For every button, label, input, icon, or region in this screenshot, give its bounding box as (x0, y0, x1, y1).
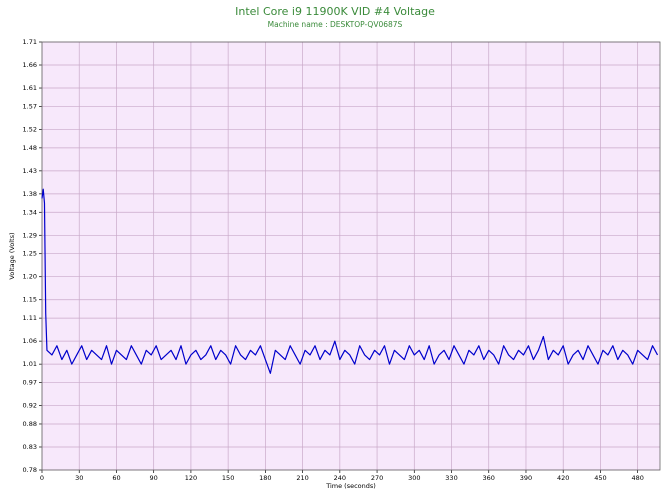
x-tick-label: 120 (185, 474, 197, 482)
x-tick-label: 0 (40, 474, 44, 482)
x-tick-label: 390 (520, 474, 532, 482)
y-tick-label: 0.78 (23, 466, 37, 474)
x-tick-label: 150 (222, 474, 234, 482)
x-tick-label: 450 (594, 474, 606, 482)
y-tick-label: 1.11 (23, 314, 37, 322)
plot-border (41, 41, 661, 471)
y-tick-label: 1.38 (23, 190, 37, 198)
x-tick-label: 240 (334, 474, 346, 482)
x-tick-label: 360 (483, 474, 495, 482)
y-tick-label: 0.83 (23, 443, 37, 451)
x-axis-label: Time (seconds) (325, 482, 376, 490)
chart-title: Intel Core i9 11900K VID #4 Voltage (235, 5, 435, 18)
chart-subtitle: Machine name : DESKTOP-QV0687S (268, 20, 403, 29)
x-tick-label: 180 (259, 474, 271, 482)
y-tick-label: 1.01 (23, 360, 37, 368)
y-axis-label: Voltage (Volts) (8, 232, 16, 279)
y-tick-label: 1.71 (23, 38, 37, 46)
y-tick-label: 1.43 (23, 167, 37, 175)
x-tick-label: 30 (75, 474, 83, 482)
y-tick-label: 1.66 (23, 61, 37, 69)
x-tick-label: 60 (112, 474, 120, 482)
y-tick-label: 1.15 (23, 296, 37, 304)
data-line (41, 188, 659, 374)
y-tick-label: 0.88 (23, 420, 37, 428)
y-tick-label: 1.29 (23, 231, 37, 239)
x-tick-label: 330 (445, 474, 457, 482)
y-tick-label: 0.97 (23, 379, 37, 387)
y-tick-label: 0.92 (23, 402, 37, 410)
x-tick-label: 300 (408, 474, 420, 482)
y-tick-label: 1.34 (23, 208, 37, 216)
y-tick-label: 1.48 (23, 144, 37, 152)
x-tick-label: 210 (296, 474, 308, 482)
y-tick-label: 1.61 (23, 84, 37, 92)
y-tick-label: 1.06 (23, 337, 37, 345)
x-tick-label: 90 (150, 474, 158, 482)
y-tick-label: 1.57 (23, 102, 37, 110)
x-tick-label: 270 (371, 474, 383, 482)
y-tick-label: 1.25 (23, 250, 37, 258)
y-tick-label: 1.52 (23, 125, 37, 133)
plot-area (42, 42, 660, 470)
x-tick-label: 420 (557, 474, 569, 482)
x-tick-label: 480 (631, 474, 643, 482)
y-tick-label: 1.20 (23, 273, 37, 281)
